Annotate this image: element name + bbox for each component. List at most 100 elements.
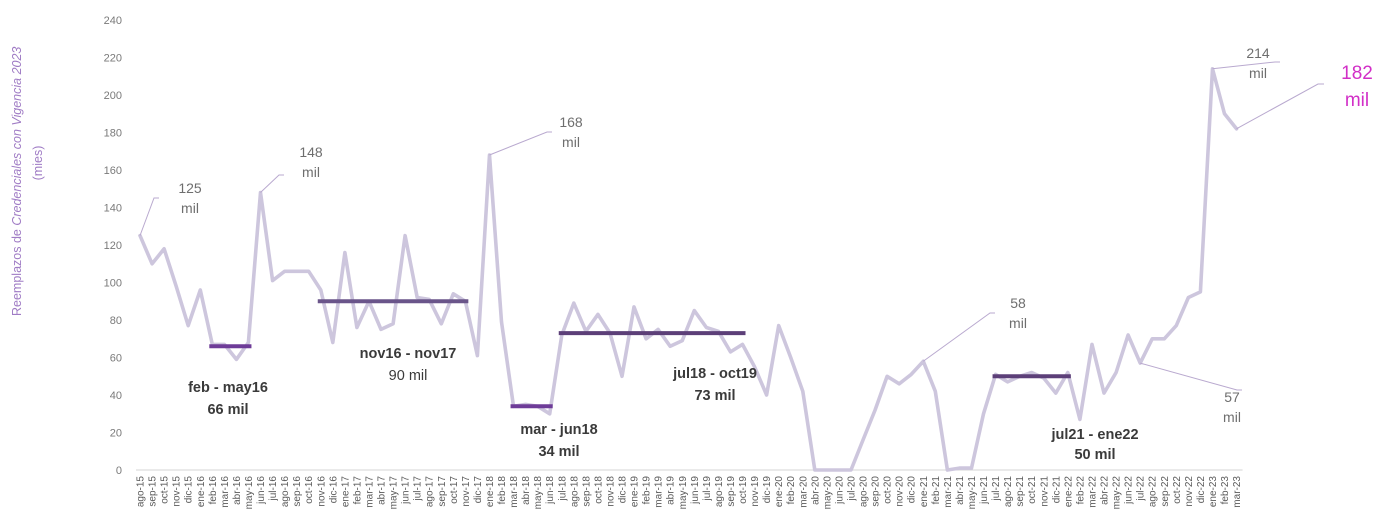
x-tick-label: ago-22 — [1148, 476, 1159, 508]
x-tick-label: abr-19 — [666, 476, 677, 505]
x-tick-label: sep-16 — [292, 476, 303, 507]
leader-line — [1212, 61, 1280, 70]
x-tick-label: may-21 — [967, 476, 978, 510]
period-label: feb - may16 — [188, 380, 268, 396]
point-value-label: 57 — [1224, 389, 1240, 405]
x-tick-label: nov-21 — [1039, 476, 1050, 507]
x-tick-label: mar-22 — [1087, 476, 1098, 508]
point-unit-label: mil — [1009, 315, 1027, 331]
leader-line — [1236, 83, 1324, 130]
x-tick-label: sep-17 — [437, 476, 448, 507]
period-label: jul18 - oct19 — [672, 366, 757, 382]
leader-line — [1140, 362, 1242, 391]
leader-line — [139, 197, 159, 236]
point-value-label: 148 — [299, 144, 323, 160]
period-value-label: 90 mil — [389, 368, 428, 384]
x-tick-label: jun-17 — [401, 476, 412, 505]
x-tick-label: abr-20 — [810, 476, 821, 505]
x-tick-label: oct-18 — [593, 476, 604, 504]
y-axis-unit: (mies) — [31, 146, 45, 181]
x-tick-label: nov-19 — [750, 476, 761, 507]
x-tick-label: ene-17 — [340, 476, 351, 508]
x-tick-label: nov-16 — [316, 476, 327, 507]
x-tick-label: ago-17 — [425, 476, 436, 508]
period-value-label: 73 mil — [694, 388, 735, 404]
y-tick-label: 180 — [104, 128, 122, 140]
x-tick-label: jun-20 — [834, 476, 845, 505]
point-unit-label: mil — [181, 200, 199, 216]
x-tick-label: feb-19 — [642, 476, 653, 505]
x-tick-label: feb-17 — [352, 476, 363, 505]
x-tick-label: dic-17 — [473, 476, 484, 504]
x-tick-label: nov-17 — [461, 476, 472, 507]
x-tick-label: nov-22 — [1184, 476, 1195, 507]
point-unit-label: mil — [1223, 409, 1241, 425]
x-tick-label: ago-19 — [714, 476, 725, 508]
x-tick-label: feb-23 — [1220, 476, 1231, 505]
x-axis: ago-15 sep-15 oct-15 nov-15 dic-15 ene-16 feb-… — [136, 469, 1243, 510]
x-tick-label: dic-21 — [1051, 476, 1062, 504]
period-average-bars: feb - may16 66 mil nov16 - nov17 90 mil mar … — [188, 299, 1139, 463]
period-value-label: 34 mil — [538, 444, 579, 460]
point-labels: 125 mil 148 mil 168 mil 58 mil 57 mil 214 mil 182 mil — [139, 45, 1373, 425]
x-tick-label: abr-18 — [521, 476, 532, 505]
series-line-path — [138, 67, 1239, 472]
y-tick-label: 160 — [104, 165, 122, 177]
x-tick-label: sep-18 — [581, 476, 592, 507]
x-tick-label: may-17 — [389, 476, 400, 510]
point-value-label: 58 — [1010, 295, 1026, 311]
y-axis-label: Reemplazos de Credenciales con Vigencia … — [10, 47, 24, 316]
y-tick-label: 40 — [110, 390, 122, 402]
x-tick-label: mar-23 — [1232, 476, 1243, 508]
x-tick-label: jul-17 — [413, 476, 424, 502]
y-tick-label: 80 — [110, 315, 122, 327]
x-tick-label: may-18 — [533, 476, 544, 510]
x-tick-label: ago-16 — [280, 476, 291, 508]
x-tick-label: feb-22 — [1075, 476, 1086, 505]
x-tick-label: oct-16 — [304, 476, 315, 504]
x-tick-label: may-19 — [678, 476, 689, 510]
x-tick-label: sep-21 — [1015, 476, 1026, 507]
x-tick-label: ene-21 — [919, 476, 930, 508]
x-tick-label: sep-19 — [726, 476, 737, 507]
x-tick-label: ene-22 — [1063, 476, 1074, 508]
x-tick-label: oct-19 — [738, 476, 749, 504]
x-tick-label: oct-15 — [160, 476, 171, 504]
x-tick-label: feb-18 — [497, 476, 508, 505]
point-unit-label: mil — [562, 134, 580, 150]
y-tick-label: 100 — [104, 278, 122, 290]
x-tick-label: oct-22 — [1172, 476, 1183, 504]
y-tick-label: 20 — [110, 428, 122, 440]
x-tick-label: feb-20 — [786, 476, 797, 505]
x-tick-label: ene-18 — [485, 476, 496, 508]
y-tick-label: 240 — [104, 15, 122, 27]
x-tick-label: jul-16 — [268, 476, 279, 502]
x-tick-label: jun-18 — [545, 476, 556, 505]
period-label: jul21 - ene22 — [1050, 427, 1138, 443]
x-tick-label: may-20 — [822, 476, 833, 510]
x-tick-label: oct-20 — [883, 476, 894, 504]
x-tick-label: ago-15 — [136, 476, 147, 508]
x-tick-label: jun-16 — [256, 476, 267, 505]
x-tick-label: dic-19 — [762, 476, 773, 504]
x-tick-label: ene-19 — [630, 476, 641, 508]
point-unit-label: mil — [1249, 65, 1267, 81]
x-tick-label: mar-20 — [798, 476, 809, 508]
x-tick-label: oct-17 — [449, 476, 460, 504]
x-tick-label: sep-22 — [1160, 476, 1171, 507]
x-tick-label: mar-19 — [654, 476, 665, 508]
series-line — [138, 67, 1239, 472]
x-tick-label: abr-22 — [1100, 476, 1111, 505]
x-tick-label: mar-18 — [509, 476, 520, 508]
x-tick-label: oct-21 — [1027, 476, 1038, 504]
x-tick-label: jul-20 — [846, 476, 857, 502]
leader-line — [260, 174, 284, 193]
x-tick-label: nov-15 — [172, 476, 183, 507]
x-tick-label: dic-20 — [907, 476, 918, 504]
x-tick-label: abr-17 — [377, 476, 388, 505]
x-tick-label: sep-20 — [871, 476, 882, 507]
y-tick-label: 200 — [104, 90, 122, 102]
x-tick-label: dic-15 — [184, 476, 195, 504]
x-tick-label: abr-21 — [955, 476, 966, 505]
